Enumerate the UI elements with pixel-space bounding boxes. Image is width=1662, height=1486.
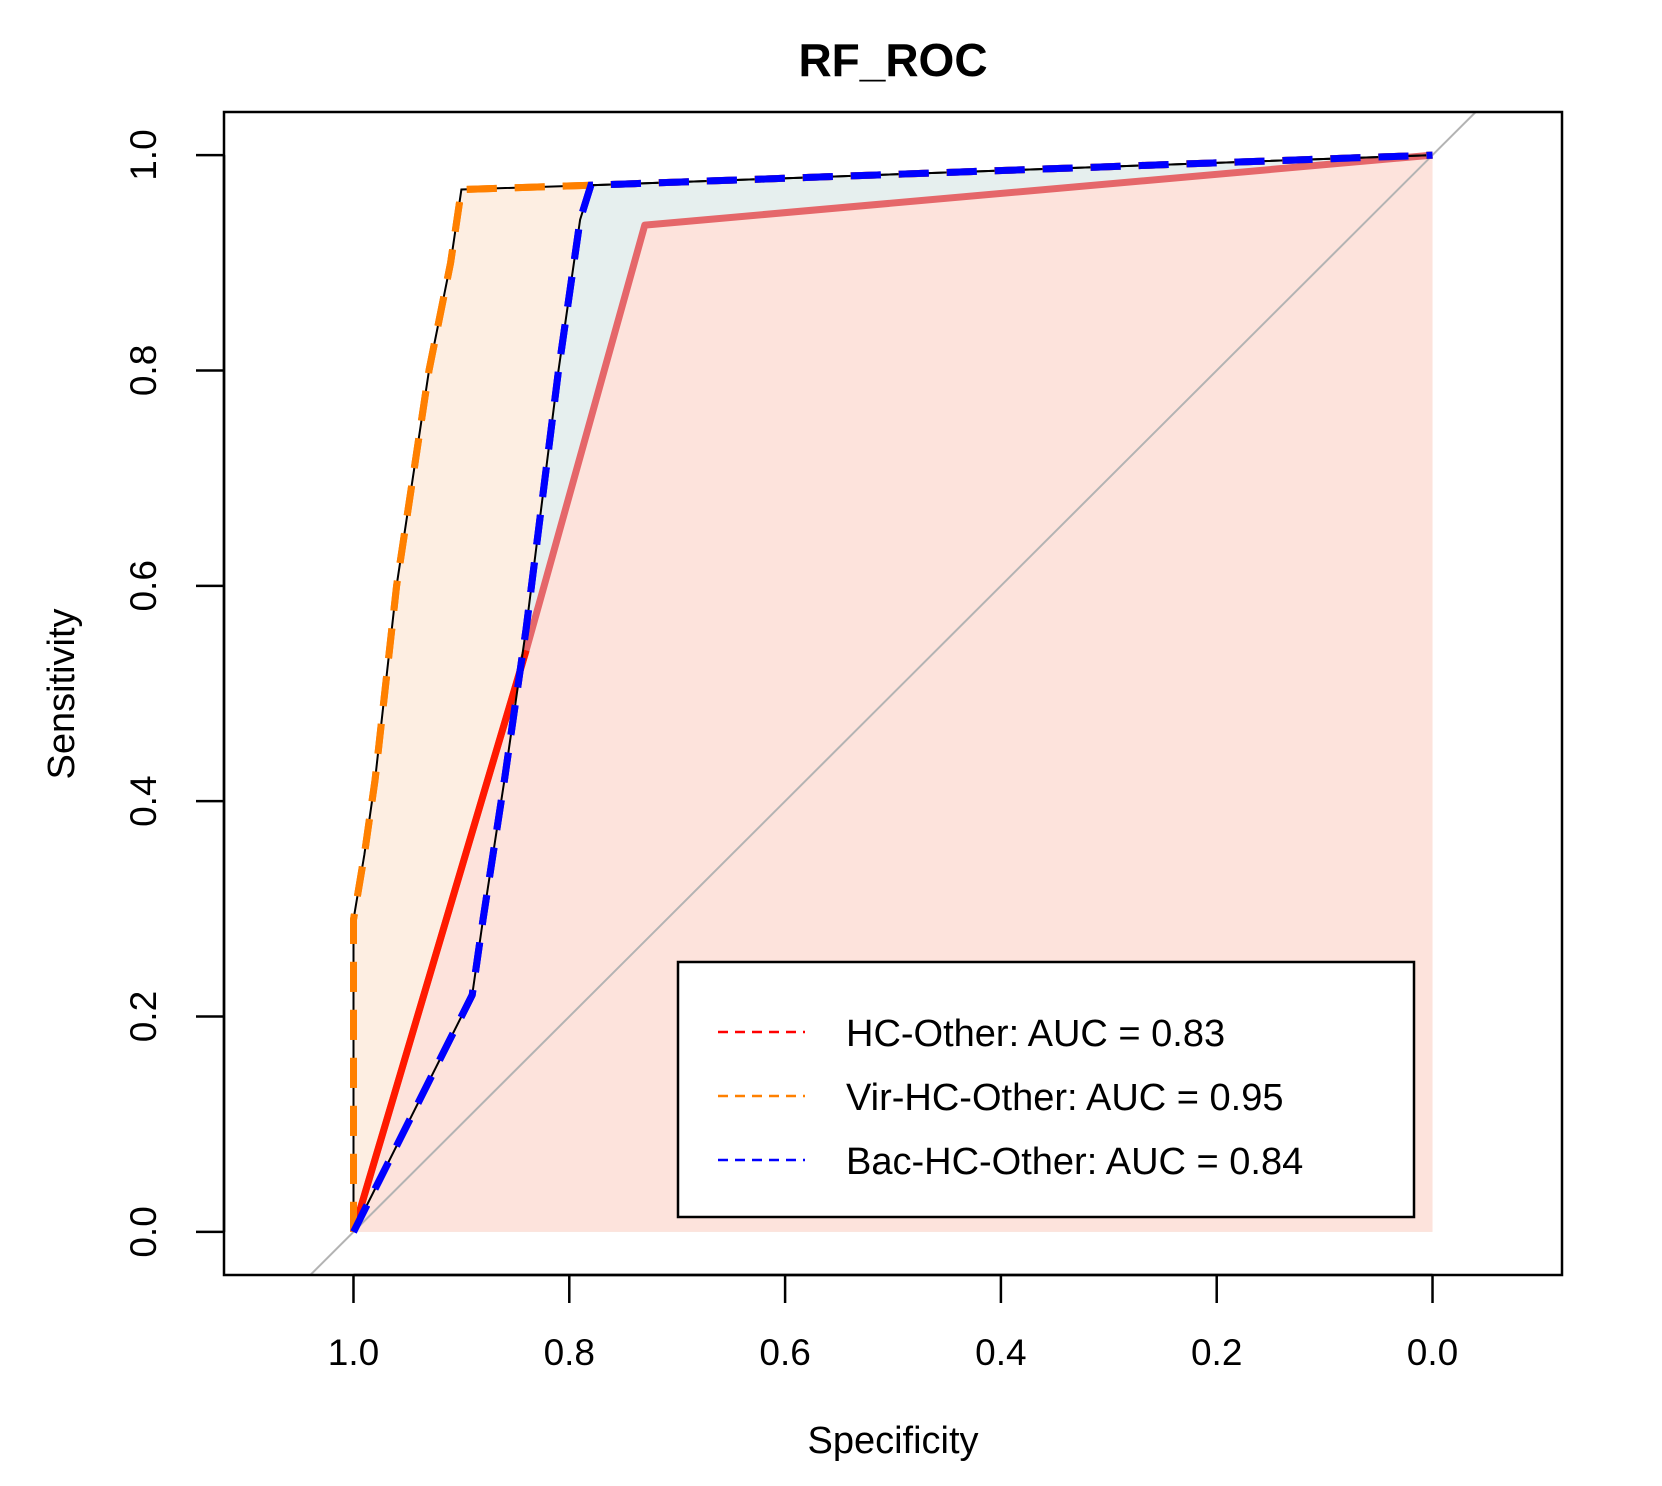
y-tick-label: 0.8 bbox=[123, 345, 164, 396]
legend: HC-Other: AUC = 0.83 Vir-HC-Other: AUC = … bbox=[676, 960, 1416, 1219]
legend-label-0: HC-Other: AUC = 0.83 bbox=[846, 1013, 1225, 1055]
y-axis: 0.0 0.2 0.4 0.6 0.8 1.0 bbox=[123, 129, 226, 1258]
x-axis-label: Specificity bbox=[807, 1420, 978, 1462]
x-tick-label: 1.0 bbox=[328, 1332, 379, 1373]
diagonal-reference-line bbox=[309, 111, 1477, 1276]
x-tick-label: 0.6 bbox=[759, 1332, 810, 1373]
roc-curve-dash-2 bbox=[350, 151, 1433, 1234]
legend-label-2: Bac-HC-Other: AUC = 0.84 bbox=[846, 1141, 1303, 1183]
chart-title: RF_ROC bbox=[798, 34, 987, 86]
x-tick-label: 0.2 bbox=[1191, 1332, 1242, 1373]
x-tick-label: 0.0 bbox=[1407, 1332, 1458, 1373]
y-tick-label: 0.6 bbox=[123, 560, 164, 611]
roc-curves bbox=[350, 151, 1433, 1234]
y-tick-label: 0.4 bbox=[123, 775, 164, 826]
y-tick-label: 0.2 bbox=[123, 991, 164, 1042]
y-tick-label: 1.0 bbox=[123, 129, 164, 180]
legend-box bbox=[676, 960, 1416, 1219]
x-tick-label: 0.4 bbox=[975, 1332, 1026, 1373]
roc-curve-0-segment bbox=[350, 649, 530, 1233]
y-tick-label: 0.0 bbox=[123, 1206, 164, 1257]
y-axis-label: Sensitivity bbox=[41, 608, 83, 779]
legend-label-1: Vir-HC-Other: AUC = 0.95 bbox=[846, 1077, 1284, 1119]
roc-curve-dash-1 bbox=[350, 151, 1433, 1232]
x-axis: 1.0 0.8 0.6 0.4 0.2 0.0 bbox=[328, 1273, 1458, 1373]
x-tick-label: 0.8 bbox=[544, 1332, 595, 1373]
